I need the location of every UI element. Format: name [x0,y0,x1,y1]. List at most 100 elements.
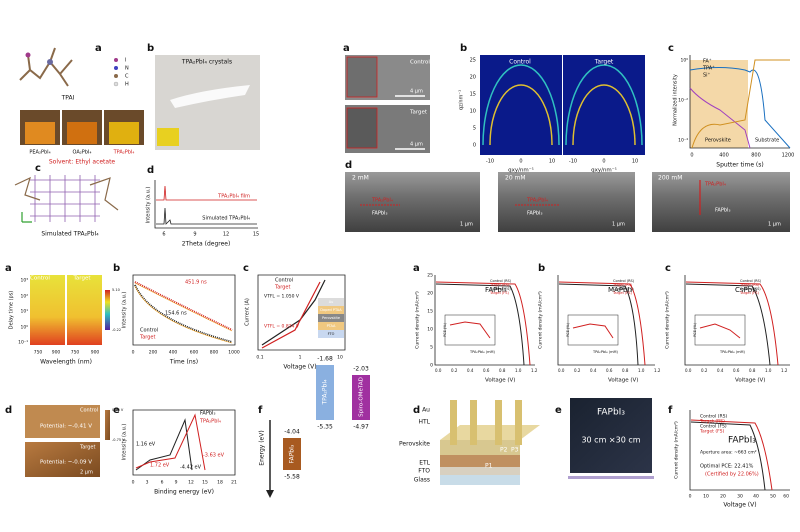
figure-text: Glass [414,477,430,484]
figure-text: Target (RS) [739,283,760,287]
figure-text: 0 [602,159,605,165]
figure-text: -5.58 [284,474,300,481]
figure-text: 10 [337,355,343,361]
figure-text: 10⁰ [20,325,28,331]
figure-text: TPA₂PbI₄ [322,379,329,406]
figure-text: PEA₂PbI₄ [29,150,50,156]
figure-text: TPAI [61,95,75,102]
figure-text: 10 [703,494,709,500]
figure-text: Delay time (ps) [9,291,15,330]
figure-text: PCE (%) [693,322,697,337]
figure-text: -4.42 eV [180,465,202,471]
figure-text: 600 [190,350,199,356]
figure-text: Control [509,59,531,66]
figure-text: Potential: ~-0.41 V [40,424,92,430]
figure-text: 20 [470,75,476,81]
figure-text: -0.75 V [112,438,125,442]
figure-text: 900 [91,350,100,356]
figure-text: 2Theta (degree) [182,241,231,248]
figure-text: Control (FS) [613,287,634,291]
figure-text: Target (FS) [699,429,724,435]
figure-text: 20 [427,291,433,297]
figure-text: 10³ [20,278,28,284]
figure-text: TPA₂PbI₄ (mM) [469,350,495,354]
panel-label: d [413,405,420,416]
figure-text: FAPbI₃ [289,444,296,463]
figure-text: 50 [770,494,776,500]
figure-text: 200 mM [658,175,682,182]
figure-text: -2.03 [353,366,369,373]
figure-text: 1 [299,355,302,361]
figure-text: 800 [751,153,761,159]
figure-text: Voltage (V) [723,502,756,509]
figure-text: 10 [427,327,433,333]
figure-text: P2 [500,447,508,454]
figure-text: 10⁻² [678,98,688,104]
figure-text: Control [140,328,158,334]
figure-text: 0 [473,143,476,149]
figure-text: 6 [161,480,164,486]
figure-text: 10¹ [20,309,28,315]
figure-text: 1 μm [768,222,781,228]
figure-text: Target [409,110,428,116]
figure-text: 0 [132,480,135,486]
figure-text: 750 [71,350,80,356]
figure-text: CsPbI₃ [735,286,757,294]
figure-text: 15 [253,232,259,238]
panel-label: b [113,263,120,274]
figure-text: 1 μm [460,222,473,228]
figure-text: Voltage (V) [485,378,515,384]
figure-text: 21 [231,480,237,486]
panel-label: a [343,43,350,54]
figure-text: 0.4 [717,368,724,373]
figure-text: Si⁺ [703,73,711,79]
figure-text: 12 [188,480,194,486]
panel-label: b [460,43,467,54]
figure-text: 25 [427,273,433,279]
figure-text: 0.2 [451,368,458,373]
figure-text: 30 [737,494,743,500]
figure-text: 2 mM [352,175,369,182]
figure-text: Current density (mA/cm²) [538,291,544,349]
figure-text: 30 cm ×30 cm [581,436,640,445]
figure-text: 750 [34,350,43,356]
panel-label: f [668,405,673,416]
figure-text: 12 [223,232,229,238]
figure-text: Perovskite [322,316,340,320]
figure-text: OA₂PbI₄ [73,150,92,156]
figure-text: Target (RS) [489,283,510,287]
figure-text: FAPbI₃ [485,286,507,294]
figure-text: 0.75 V [112,408,124,412]
figure-text: 1 μm [612,222,625,228]
figure-text: qxy/nm⁻¹ [508,167,534,174]
figure-text: ETL [419,460,430,467]
figure-text: 1.2 [654,368,661,373]
figure-text: 0.6 [733,368,740,373]
figure-text: 400 [169,350,178,356]
figure-text: -0.22 [112,328,121,332]
figure-text: Au [422,407,430,414]
figure-text: Current density (mA/cm²) [674,421,680,479]
figure-text: Perovskite [705,138,731,144]
figure-text: Control [30,276,50,282]
figure-text: Control [275,278,293,284]
figure-text: Control [80,408,98,414]
figure-text: 154.6 ns [165,311,187,317]
figure-text: Potential: ~-0.09 V [40,460,92,466]
figure-text: 0.8 [622,368,629,373]
figure-text: N [125,66,129,72]
panel-label: a [413,263,420,274]
drawings [14,47,791,498]
panel-label: a [5,263,12,274]
figure-text: TPA⁺ [702,66,715,72]
figure-text: 10⁰ [680,58,688,64]
figure-text: 5.10 [112,288,120,292]
figure-text: Simulated TPA₂PbI₄ [41,231,99,238]
figure-text: FAPbI₃ [715,208,731,214]
figure-text: Target (RS) [699,419,725,425]
figure-text: Control (FS) [700,424,727,430]
figure-text: FA⁺ [703,59,712,65]
figure-text: 0.4 [590,368,597,373]
figure-text: Time (ns) [169,359,198,366]
figure-text: 18 [217,480,223,486]
